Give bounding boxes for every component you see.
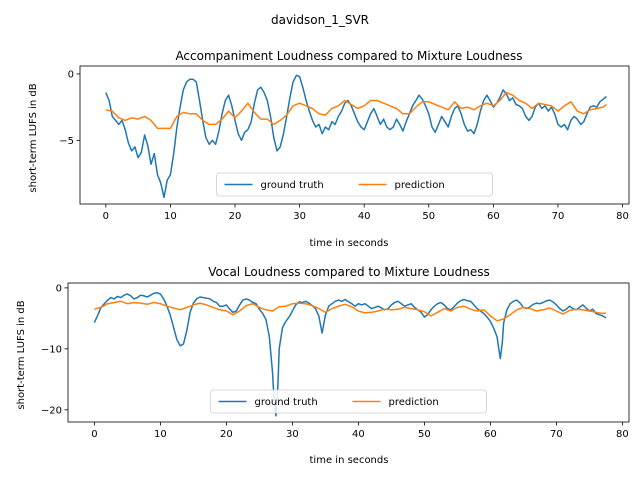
x-tick-label: 80 (616, 211, 629, 222)
x-tick-label: 60 (484, 429, 497, 440)
x-tick-label: 10 (164, 211, 177, 222)
legend-label: prediction (389, 397, 439, 408)
figure-suptitle: davidson_1_SVR (271, 13, 369, 27)
legend-label: prediction (395, 180, 445, 191)
legend-box (210, 389, 487, 414)
x-tick-label: 30 (286, 429, 299, 440)
x-tick-label: 30 (293, 211, 306, 222)
y-tick-label: 0 (68, 69, 74, 80)
legend-label: ground truth (261, 180, 324, 191)
x-tick-label: 70 (550, 429, 563, 440)
x-axis-label: time in seconds (310, 238, 389, 249)
panel-title: Vocal Loudness compared to Mixture Loudn… (208, 265, 490, 279)
x-tick-label: 70 (552, 211, 565, 222)
plot-frame (79, 65, 630, 205)
x-tick-label: 10 (154, 429, 167, 440)
x-tick-label: 40 (358, 211, 371, 222)
x-tick-label: 20 (229, 211, 242, 222)
series-line-prediction (105, 91, 607, 130)
y-tick-label: −5 (59, 136, 74, 147)
x-tick-label: 40 (352, 429, 365, 440)
panel-title: Accompaniment Loudness compared to Mixtu… (175, 49, 522, 63)
x-tick-label: 60 (487, 211, 500, 222)
x-tick-label: 0 (103, 211, 109, 222)
y-tick-label: 0 (56, 283, 62, 294)
legend: ground truth prediction (216, 172, 493, 197)
legend-label: ground truth (255, 397, 318, 408)
series-lines (93, 292, 607, 417)
x-tick-label: 80 (616, 429, 629, 440)
y-tick-label: −10 (41, 344, 62, 355)
series-line-ground-truth (93, 292, 607, 417)
legend-box (216, 172, 493, 197)
x-axis-label: time in seconds (310, 455, 389, 466)
y-tick-label: −20 (41, 405, 62, 416)
series-line-prediction (94, 300, 607, 322)
legend: ground truth prediction (210, 389, 487, 414)
x-tick-label: 0 (91, 429, 97, 440)
x-tick-label: 50 (418, 429, 431, 440)
vocal-panel: Vocal Loudness compared to Mixture Loudn… (16, 265, 630, 466)
y-axis-label: short-term LUFS in dB (28, 83, 39, 192)
x-tick-label: 50 (422, 211, 435, 222)
x-tick-label: 20 (220, 429, 233, 440)
plot-frame (67, 282, 630, 423)
y-axis-label: short-term LUFS in dB (16, 300, 27, 409)
accompaniment-panel: Accompaniment Loudness compared to Mixtu… (28, 49, 630, 249)
series-line-ground-truth (105, 74, 607, 199)
series-lines (105, 74, 607, 199)
